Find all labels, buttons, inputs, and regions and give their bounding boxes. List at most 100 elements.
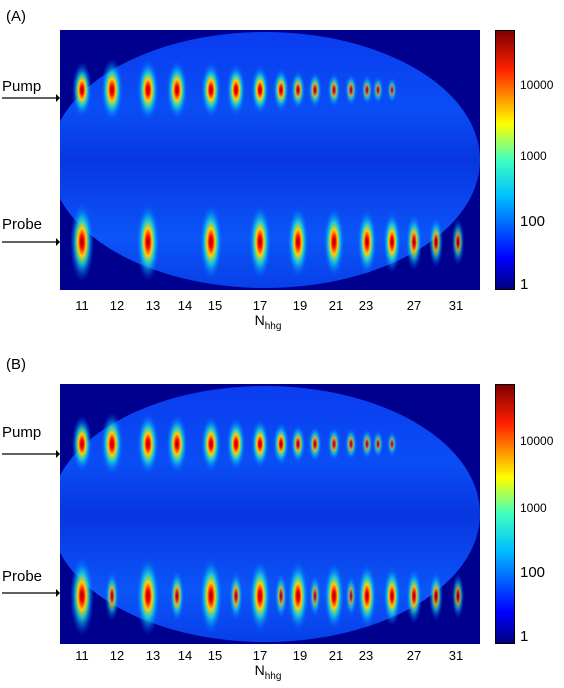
pump-harmonic-spot (327, 426, 341, 462)
pump-harmonic-spot (290, 424, 306, 464)
pump-harmonic-spot (226, 63, 246, 117)
x-tick-label: 15 (207, 648, 223, 663)
x-tick-label: 14 (177, 298, 193, 313)
x-tick-label: 31 (448, 298, 464, 313)
probe-harmonic-spot (357, 208, 377, 276)
probe-harmonic-spot (70, 202, 94, 282)
pump-harmonic-spot (307, 425, 323, 463)
heatmap-plot (60, 384, 480, 644)
pump-arrow-icon (2, 94, 60, 102)
x-tick-label: 11 (75, 298, 89, 313)
probe-harmonic-spot (345, 574, 357, 618)
probe-harmonic-spot (136, 202, 160, 282)
x-tick-label: 17 (252, 298, 268, 313)
probe-harmonic-spot (357, 563, 377, 629)
pump-arrow-icon (2, 450, 60, 458)
pump-harmonic-spot (100, 58, 124, 122)
colorbar-tick: 10000 (520, 434, 554, 448)
probe-harmonic-spot (451, 218, 465, 266)
x-tick-label: 27 (406, 298, 422, 313)
probe-harmonic-spot (405, 213, 423, 271)
pump-harmonic-spot (136, 412, 160, 476)
pump-harmonic-spot (272, 421, 290, 467)
heatmap-plot (60, 30, 480, 290)
pump-harmonic-spot (71, 62, 93, 118)
x-tick-label: 23 (358, 298, 374, 313)
probe-harmonic-spot (309, 574, 321, 618)
colorbar (495, 30, 515, 290)
pump-harmonic-spot (307, 71, 323, 109)
colorbar-gradient (496, 31, 514, 289)
pump-harmonic-spot (136, 58, 160, 122)
x-tick-label: 23 (358, 648, 374, 663)
probe-harmonic-spot (287, 205, 309, 279)
heatmap-svg (60, 384, 480, 644)
probe-label: Probe (2, 216, 43, 233)
heatmap-svg (60, 30, 480, 290)
colorbar-tick: 10000 (520, 78, 554, 92)
x-tick-label: 17 (252, 648, 268, 663)
probe-arrow-icon (2, 238, 60, 246)
panel-b: (B) Pump Probe 11 12 13 14 15 17 19 21 23 27 31 Nh… (0, 344, 564, 688)
x-axis-label: Nhhg (254, 312, 282, 332)
pump-harmonic-spot (290, 70, 306, 110)
x-tick-label: 21 (328, 298, 344, 313)
colorbar-tick: 100 (520, 564, 546, 581)
probe-harmonic-spot (323, 206, 345, 278)
panel-a: (A) Pump Probe 11 12 13 14 15 17 19 21 23 27 31 Nh… (2, 8, 554, 332)
probe-harmonic-spot (169, 569, 185, 623)
probe-harmonic-spot (429, 571, 443, 621)
colorbar-tick: 1 (520, 276, 529, 293)
pump-harmonic-spot (272, 67, 290, 113)
pump-harmonic-spot (344, 73, 358, 107)
x-tick-label: 14 (177, 648, 193, 663)
pump-harmonic-spot (344, 427, 358, 461)
pump-harmonic-spot (100, 412, 124, 476)
pump-harmonic-spot (386, 76, 398, 104)
probe-harmonic-spot (451, 573, 465, 619)
pump-harmonic-spot (250, 64, 270, 116)
pump-harmonic-spot (226, 417, 246, 471)
probe-harmonic-spot (136, 556, 160, 636)
x-tick-label: 19 (292, 298, 308, 313)
colorbar-tick: 100 (520, 213, 546, 230)
pump-label: Pump (2, 78, 42, 95)
x-tick-label: 12 (109, 298, 125, 313)
probe-harmonic-spot (287, 560, 309, 632)
probe-harmonic-spot (428, 216, 444, 268)
colorbar (495, 384, 515, 644)
probe-harmonic-spot (406, 568, 422, 624)
colorbar-tick: 1000 (520, 501, 547, 515)
probe-harmonic-spot (274, 572, 288, 620)
probe-harmonic-spot (105, 571, 119, 621)
x-tick-label: 12 (109, 648, 125, 663)
x-tick-label: 15 (207, 298, 223, 313)
probe-harmonic-spot (199, 203, 223, 281)
probe-harmonic-spot (70, 556, 94, 636)
panel-label: (B) (6, 356, 26, 373)
x-tick-label: 21 (328, 648, 344, 663)
x-tick-label: 13 (145, 648, 161, 663)
probe-harmonic-spot (249, 559, 271, 633)
probe-label: Probe (2, 568, 43, 585)
pump-harmonic-spot (250, 418, 270, 470)
pump-harmonic-spot (372, 429, 384, 459)
probe-harmonic-spot (199, 557, 223, 635)
pump-label: Pump (2, 424, 42, 441)
pump-harmonic-spot (200, 415, 222, 473)
pump-harmonic-spot (386, 430, 398, 458)
pump-harmonic-spot (327, 72, 341, 108)
x-tick-label: 27 (406, 648, 422, 663)
probe-harmonic-spot (383, 211, 401, 273)
probe-harmonic-spot (248, 203, 272, 281)
probe-harmonic-spot (229, 571, 243, 621)
colorbar-tick: 1000 (520, 149, 547, 163)
pump-harmonic-spot (71, 415, 93, 473)
x-tick-label: 31 (448, 648, 464, 663)
x-tick-label: 11 (75, 648, 89, 663)
probe-harmonic-spot (383, 565, 401, 627)
x-tick-label: 13 (145, 298, 161, 313)
x-axis-label: Nhhg (254, 662, 282, 682)
pump-harmonic-spot (372, 75, 384, 105)
pump-harmonic-spot (166, 59, 188, 121)
